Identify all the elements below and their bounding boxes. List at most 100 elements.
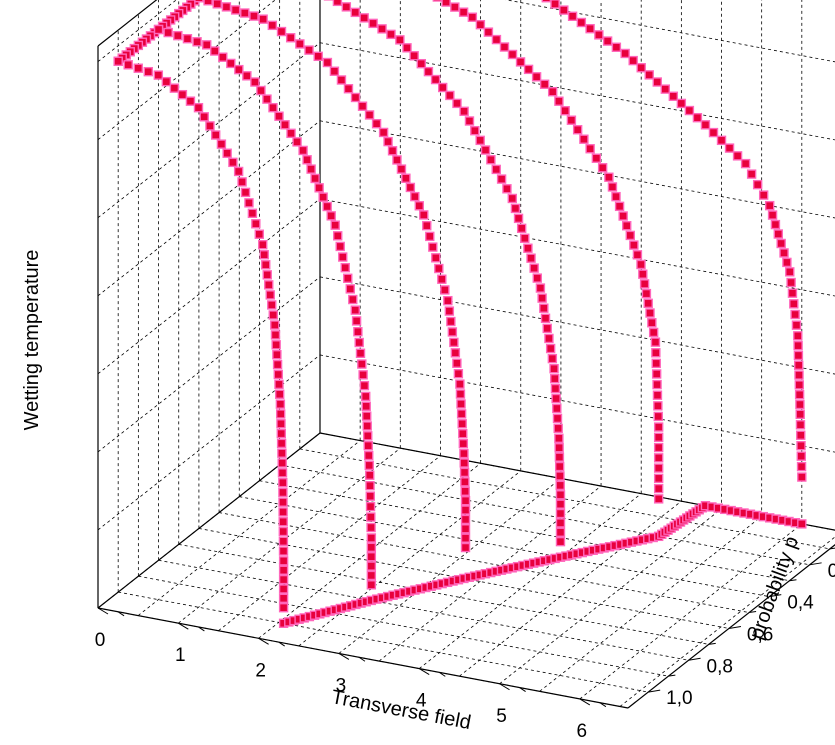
curve-data-point [795,399,805,410]
curve-data-point [632,250,643,260]
curve-data-point [542,323,552,334]
data-points [113,0,807,629]
curve-data-point [350,92,361,103]
curve-data-point [366,512,376,522]
floor-grid-line [258,462,481,639]
curve-data-point [414,201,424,211]
floor-grid-line [137,440,361,616]
curve-data-point [234,64,244,75]
curve-data-point [459,458,469,468]
curve-data-point [249,11,259,21]
curve-data-point [278,536,289,547]
curve-data-point [322,57,333,68]
curve-data-point [359,13,369,23]
curve-data-point [550,373,560,384]
curve-data-point [555,518,566,528]
curve-data-point [242,71,252,81]
curve-data-point [597,163,608,173]
curve-data-point [453,368,464,379]
curve-data-point [143,66,153,77]
curve-data-point [362,411,372,421]
curve-data-point [401,173,411,183]
grid-lines [97,0,835,709]
curve-data-point [338,252,348,262]
curve-data-point [516,223,527,234]
curve-data-point [270,330,281,340]
x-axis-title: Transverse field [330,686,473,734]
curve-data-point [169,83,180,93]
x-tick-mark [178,622,189,630]
curve-data-point [651,348,661,358]
curve-data-point [460,514,471,525]
curve-data-point [244,198,254,208]
curve-data-point [458,438,469,449]
curve-data-point [660,84,671,94]
curve-data-point [650,337,661,347]
x-tick-mark [499,683,510,691]
curve-data-point [648,327,659,338]
curve-data-point [277,468,288,478]
curve-data-point [410,191,420,202]
curve-data-point [326,211,336,221]
x-tick-label: 1 [175,645,186,666]
y-axis-title: probability p [746,534,804,643]
curve-data-point [277,448,287,458]
curve-data-point [365,470,375,480]
curve-data-point [460,486,470,496]
x-tick-label: 6 [577,721,588,740]
curve-data-point [585,144,595,154]
curve-data-point [529,263,539,273]
curve-data-point [795,420,806,430]
floor-grid-line [619,536,835,707]
curve-data-point [364,460,374,471]
curve-data-point [770,219,781,230]
curve-data-point [438,82,448,93]
curve-data-point [796,441,806,451]
curve-data-point [422,220,432,231]
curve-data-point [274,379,284,390]
top-edge-line [97,0,158,47]
curve-data-point [636,63,646,73]
curve-data-point [523,64,534,75]
curve-data-point [555,471,565,481]
curve-data-point [539,303,549,313]
curve-data-point [653,432,664,443]
curve-data-point [456,399,466,409]
curve-data-point [452,98,462,109]
curve-data-point [268,310,278,320]
x-tick-label: 5 [496,706,507,727]
curve-data-point [460,496,471,506]
curve-data-point [432,0,443,2]
curve-data-point [405,182,416,193]
floor-grid-line [459,500,682,677]
left-wall-grid-line [97,276,321,453]
curve-data-point [550,383,561,394]
x-axis-line [97,607,629,709]
curve-data-point [467,12,478,22]
curve-data-point [430,74,441,85]
curve-data-point [502,184,512,194]
curve-data-point [440,285,450,295]
curve-data-point [602,36,613,46]
p-tick-label: 0,6 [747,624,773,645]
back-wall-grid-line [319,276,835,375]
curve-data-point [278,477,288,488]
curve-data-point [341,2,352,12]
curve-data-point [555,499,566,509]
curve-data-point [378,127,389,138]
left-wall-grid-line [97,0,276,140]
curve-data-point [785,267,795,277]
curve-data-point [653,411,663,422]
curve-data-point [365,480,375,491]
curve-data-point [555,490,566,500]
p-tick-mark [769,594,782,598]
curve-data-point [545,343,556,354]
curve-data-point [532,273,542,283]
curve-data-point [272,359,283,370]
floor-grid-line [579,523,803,700]
curve-data-point [459,106,469,117]
curve-data-point [335,241,345,252]
curve-data-point [419,210,429,220]
curve-data-point [265,290,275,300]
